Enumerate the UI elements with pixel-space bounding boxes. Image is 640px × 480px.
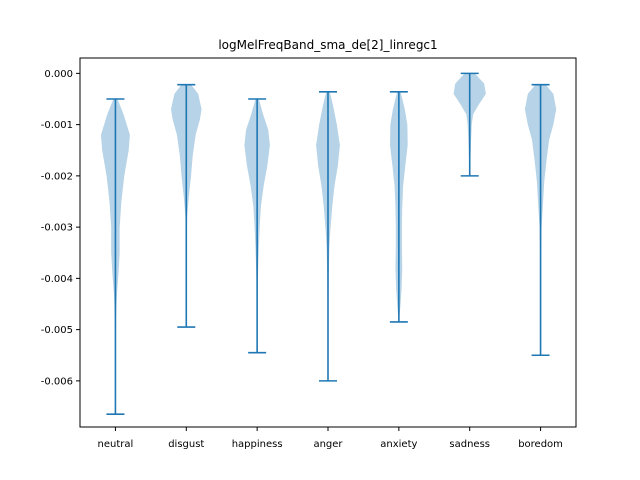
x-tick-label: happiness — [232, 439, 283, 450]
x-tick-label: disgust — [168, 439, 204, 450]
x-tick-label: neutral — [98, 439, 134, 450]
y-tick-label: -0.005 — [41, 325, 73, 336]
x-tick-label: boredom — [518, 439, 563, 450]
y-tick-label: -0.002 — [41, 171, 73, 182]
plot-area-frame — [79, 57, 577, 428]
y-tick-label: 0.000 — [44, 69, 73, 80]
y-tick-label: -0.004 — [41, 274, 73, 285]
x-tick-label: sadness — [449, 439, 490, 450]
chart-title: logMelFreqBand_sma_de[2]_linregc1 — [218, 38, 437, 52]
y-tick-label: -0.001 — [41, 120, 73, 131]
tick-layer: 0.000 -0.001 -0.002 -0.003 -0.004 -0.005 -0.00… — [41, 69, 563, 450]
violin-layer — [100, 72, 557, 415]
x-tick-label: anxiety — [380, 439, 417, 450]
y-tick-label: -0.003 — [41, 223, 73, 234]
x-tick-label: anger — [313, 439, 343, 450]
y-tick-label: -0.006 — [41, 376, 73, 387]
